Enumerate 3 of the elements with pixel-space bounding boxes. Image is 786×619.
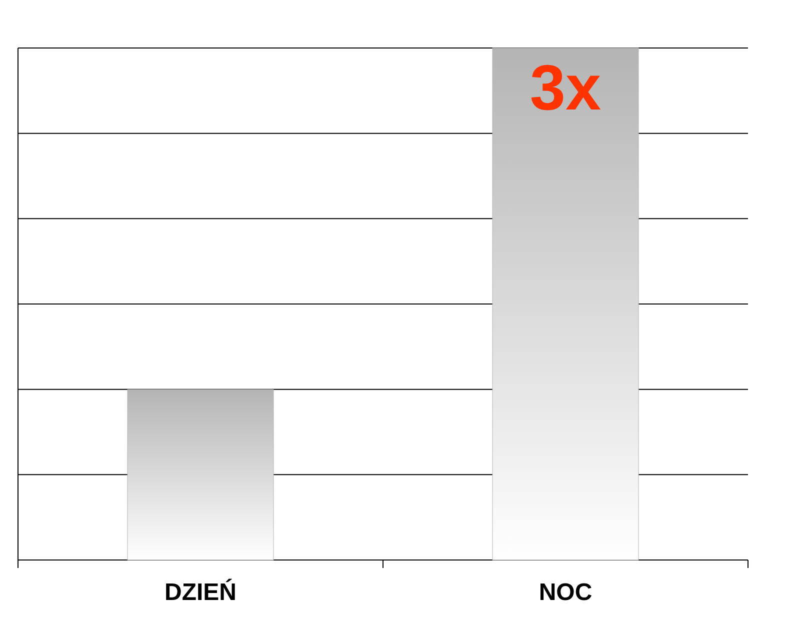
x-tick-label: NOC [538, 579, 592, 606]
x-tick-label: DZIEŃ [164, 578, 236, 606]
annotation: 3x [530, 51, 602, 124]
